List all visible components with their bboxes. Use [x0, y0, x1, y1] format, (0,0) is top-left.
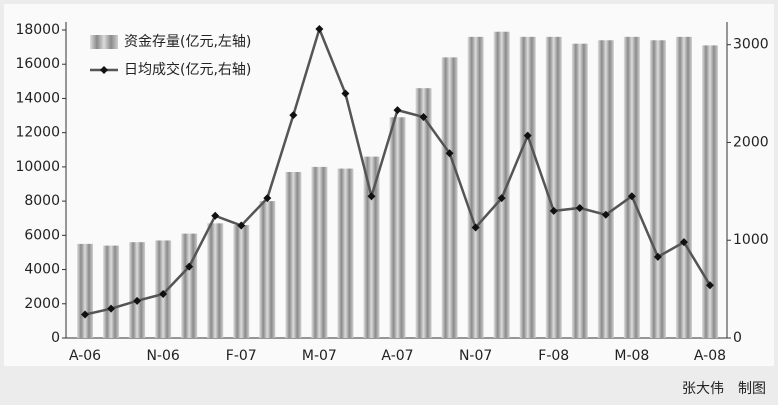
bar	[467, 36, 484, 338]
bar	[129, 242, 146, 338]
marker	[211, 211, 220, 220]
bar	[233, 225, 250, 338]
y2-tick-label: 0	[733, 330, 742, 346]
bar	[207, 223, 224, 338]
marker	[523, 131, 532, 140]
x-tick-label: A-08	[694, 348, 726, 364]
y2-tick-label: 2000	[733, 134, 769, 150]
caption: 张大伟 制图	[682, 381, 766, 397]
marker	[263, 194, 272, 203]
y-tick-label: 16000	[15, 56, 60, 72]
y-tick-label: 12000	[15, 125, 60, 141]
marker	[237, 221, 246, 230]
bar	[155, 240, 172, 338]
marker	[575, 203, 584, 212]
x-tick-label: M-07	[302, 348, 337, 364]
bar	[597, 40, 614, 339]
marker	[315, 25, 324, 34]
bar	[181, 233, 198, 338]
x-tick-label: N-06	[146, 348, 179, 364]
y-tick-label: 4000	[24, 262, 60, 278]
marker	[627, 192, 636, 201]
marker	[471, 223, 480, 232]
x-tick-label: N-07	[459, 348, 492, 364]
bar	[571, 43, 588, 338]
bar	[649, 40, 666, 339]
bar	[701, 45, 718, 339]
bar	[415, 88, 432, 338]
marker	[185, 262, 194, 271]
bar	[363, 156, 380, 338]
bar	[493, 31, 510, 338]
marker	[81, 310, 90, 319]
bar	[337, 168, 354, 338]
bar	[77, 243, 94, 338]
y-tick-label: 18000	[15, 22, 60, 38]
bar	[441, 57, 458, 338]
y-tick-label: 2000	[24, 296, 60, 312]
marker	[549, 206, 558, 215]
marker	[497, 194, 506, 203]
marker	[159, 290, 168, 298]
marker	[289, 111, 298, 120]
bar	[259, 201, 276, 338]
marker	[367, 192, 376, 201]
marker	[393, 106, 402, 115]
bar	[675, 36, 692, 338]
x-tick-label: F-08	[538, 348, 569, 364]
y-tick-label: 8000	[24, 193, 60, 209]
y-tick-label: 6000	[24, 227, 60, 243]
marker	[107, 304, 116, 313]
x-tick-label: M-08	[614, 348, 649, 364]
legend-marker	[100, 66, 108, 74]
y-tick-label: 14000	[15, 90, 60, 106]
marker	[653, 252, 662, 261]
legend-swatch	[90, 35, 118, 49]
marker	[705, 281, 714, 290]
marker	[601, 210, 610, 219]
marker	[445, 149, 454, 158]
marker	[133, 296, 142, 305]
bar	[623, 36, 640, 338]
x-tick-label: A-06	[69, 348, 101, 364]
bar	[103, 245, 120, 338]
bar	[545, 36, 562, 338]
bar	[285, 172, 302, 338]
legend-label: 资金存量(亿元,左轴)	[124, 34, 251, 50]
bar	[389, 117, 406, 339]
y2-tick-label: 1000	[733, 232, 769, 248]
bar	[311, 166, 328, 338]
marker	[679, 238, 688, 247]
y-tick-label: 10000	[15, 159, 60, 175]
x-tick-label: A-07	[381, 348, 413, 364]
legend-label: 日均成交(亿元,右轴)	[124, 61, 251, 78]
bar	[519, 36, 536, 338]
y2-tick-label: 3000	[733, 37, 769, 53]
marker	[341, 89, 350, 98]
x-tick-label: F-07	[226, 348, 257, 364]
y-tick-label: 0	[51, 330, 60, 346]
marker	[419, 113, 428, 122]
